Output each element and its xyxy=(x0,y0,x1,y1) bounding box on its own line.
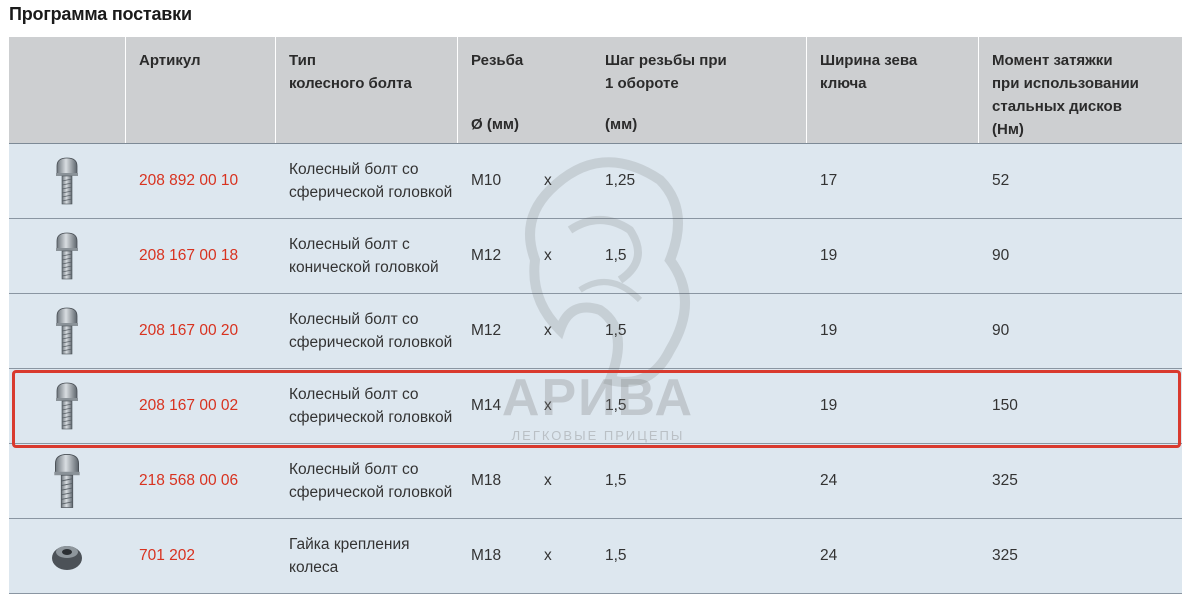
thread-value: M10 xyxy=(471,172,502,189)
header-pitch: Шаг резьбы при 1 обороте xyxy=(605,52,727,92)
bolt-description: Колесный болт со сферической головкой xyxy=(289,311,453,351)
header-wrench: Ширина зева ключа xyxy=(820,52,918,92)
table-header: Артикул Тип колесного болта Резьба Ø (мм)… xyxy=(9,37,1182,144)
article-number[interactable]: 208 167 00 02 xyxy=(139,397,239,414)
nut-icon xyxy=(9,519,125,593)
header-thread: Резьба xyxy=(471,52,524,69)
header-type: Тип колесного болта xyxy=(289,52,412,92)
pitch-value: 1,5 xyxy=(605,547,627,564)
header-pitch-unit: (мм) xyxy=(605,116,638,133)
thread-value: M12 xyxy=(471,322,502,339)
page-title: Программа поставки xyxy=(9,4,192,24)
pitch-value: 1,5 xyxy=(605,247,627,264)
table-row: 208 892 00 10 Колесный болт со сферической… xyxy=(9,144,1182,219)
thread-value: M12 xyxy=(471,247,502,264)
bolt-description: Гайка крепления колеса xyxy=(289,536,410,576)
table-row: 701 202 Гайка крепления колеса M18 x 1,5 24 325 xyxy=(9,519,1182,594)
pitch-value: 1,5 xyxy=(605,397,627,414)
bolt-description: Колесный болт с конической головкой xyxy=(289,236,439,276)
times-sign: x xyxy=(544,547,552,564)
bolt-icon xyxy=(9,369,125,443)
torque-value: 90 xyxy=(992,322,1010,339)
table-row: 218 568 00 06 Колесный болт со сферической… xyxy=(9,444,1182,519)
wrench-value: 19 xyxy=(820,397,838,414)
wrench-value: 24 xyxy=(820,472,838,489)
times-sign: x xyxy=(544,247,552,264)
bolt-description: Колесный болт со сферической головкой xyxy=(289,386,453,426)
article-number[interactable]: 208 167 00 20 xyxy=(139,322,239,339)
wrench-value: 19 xyxy=(820,322,838,339)
bolt-icon xyxy=(9,294,125,368)
table-row: 208 167 00 18 Колесный болт с конической г… xyxy=(9,219,1182,294)
torque-value: 52 xyxy=(992,172,1010,189)
times-sign: x xyxy=(544,322,552,339)
article-number[interactable]: 701 202 xyxy=(139,547,196,564)
thread-value: M14 xyxy=(471,397,502,414)
thread-value: M18 xyxy=(471,547,502,564)
pitch-value: 1,25 xyxy=(605,172,636,189)
torque-value: 325 xyxy=(992,472,1018,489)
header-article: Артикул xyxy=(139,52,201,69)
torque-value: 90 xyxy=(992,247,1010,264)
article-number[interactable]: 208 167 00 18 xyxy=(139,247,239,264)
bolt-description: Колесный болт со сферической головкой xyxy=(289,161,453,201)
bolt-icon xyxy=(9,219,125,293)
times-sign: x xyxy=(544,397,552,414)
article-number[interactable]: 208 892 00 10 xyxy=(139,172,239,189)
article-number[interactable]: 218 568 00 06 xyxy=(139,472,239,489)
pitch-value: 1,5 xyxy=(605,322,627,339)
times-sign: x xyxy=(544,472,552,489)
wrench-value: 24 xyxy=(820,547,838,564)
header-torque: Момент затяжки при использовании стальных… xyxy=(992,52,1139,138)
wrench-value: 19 xyxy=(820,247,838,264)
bolt-description: Колесный болт со сферической головкой xyxy=(289,461,453,501)
torque-value: 325 xyxy=(992,547,1018,564)
wrench-value: 17 xyxy=(820,172,838,189)
table-row: 208 167 00 02 Колесный болт со сферической… xyxy=(9,369,1182,444)
bolt-icon xyxy=(9,144,125,218)
bolt-icon xyxy=(9,444,125,518)
times-sign: x xyxy=(544,172,552,189)
supply-table: Артикул Тип колесного болта Резьба Ø (мм)… xyxy=(9,37,1182,594)
table-row: 208 167 00 20 Колесный болт со сферической… xyxy=(9,294,1182,369)
thread-value: M18 xyxy=(471,472,502,489)
header-thread-unit: Ø (мм) xyxy=(471,116,520,133)
torque-value: 150 xyxy=(992,397,1018,414)
pitch-value: 1,5 xyxy=(605,472,627,489)
